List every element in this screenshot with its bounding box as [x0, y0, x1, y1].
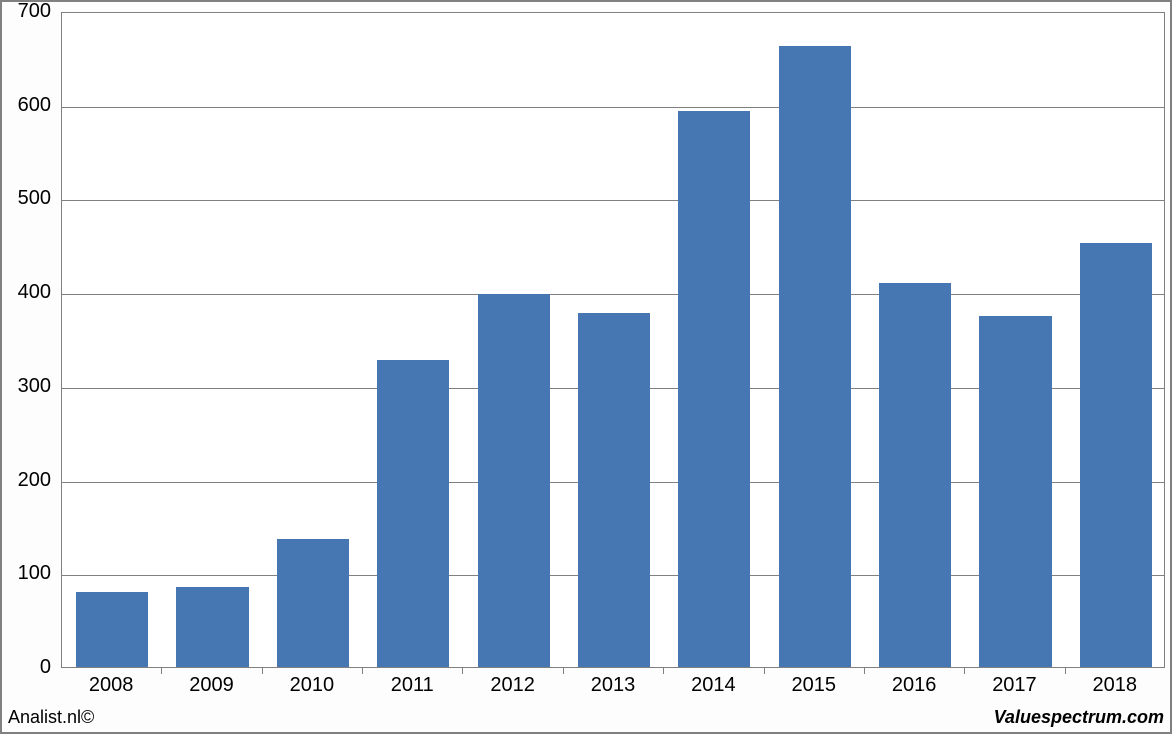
- y-axis-label: 600: [6, 94, 51, 117]
- y-axis-label: 700: [6, 0, 51, 23]
- gridline: [62, 294, 1164, 295]
- footer-left: Analist.nl©: [8, 707, 94, 728]
- x-axis-label: 2016: [864, 674, 964, 697]
- x-axis-label: 2010: [262, 674, 362, 697]
- bar: [176, 587, 248, 667]
- x-axis-label: 2018: [1065, 674, 1165, 697]
- y-axis-label: 100: [6, 562, 51, 585]
- y-axis-label: 400: [6, 281, 51, 304]
- footer-right: Valuespectrum.com: [994, 707, 1164, 728]
- bar: [979, 316, 1051, 667]
- bar: [377, 360, 449, 667]
- gridline: [62, 200, 1164, 201]
- x-axis-label: 2013: [563, 674, 663, 697]
- chart-wrap: 0100200300400500600700200820092010201120…: [6, 6, 1166, 702]
- x-axis-label: 2008: [61, 674, 161, 697]
- bar: [1080, 243, 1152, 667]
- x-axis-label: 2009: [161, 674, 261, 697]
- bar: [578, 313, 650, 667]
- chart-frame: 0100200300400500600700200820092010201120…: [0, 0, 1172, 734]
- bar: [779, 46, 851, 667]
- bar: [76, 592, 148, 667]
- x-axis-label: 2017: [964, 674, 1064, 697]
- x-axis-label: 2012: [462, 674, 562, 697]
- bar: [879, 283, 951, 667]
- y-axis-label: 200: [6, 469, 51, 492]
- gridline: [62, 107, 1164, 108]
- y-axis-label: 300: [6, 375, 51, 398]
- plot-area: [61, 12, 1165, 668]
- x-axis-label: 2014: [663, 674, 763, 697]
- bar: [478, 294, 550, 667]
- x-axis-label: 2011: [362, 674, 462, 697]
- bar: [277, 539, 349, 667]
- x-axis-label: 2015: [764, 674, 864, 697]
- y-axis-label: 0: [6, 656, 51, 679]
- bar: [678, 111, 750, 667]
- y-axis-label: 500: [6, 187, 51, 210]
